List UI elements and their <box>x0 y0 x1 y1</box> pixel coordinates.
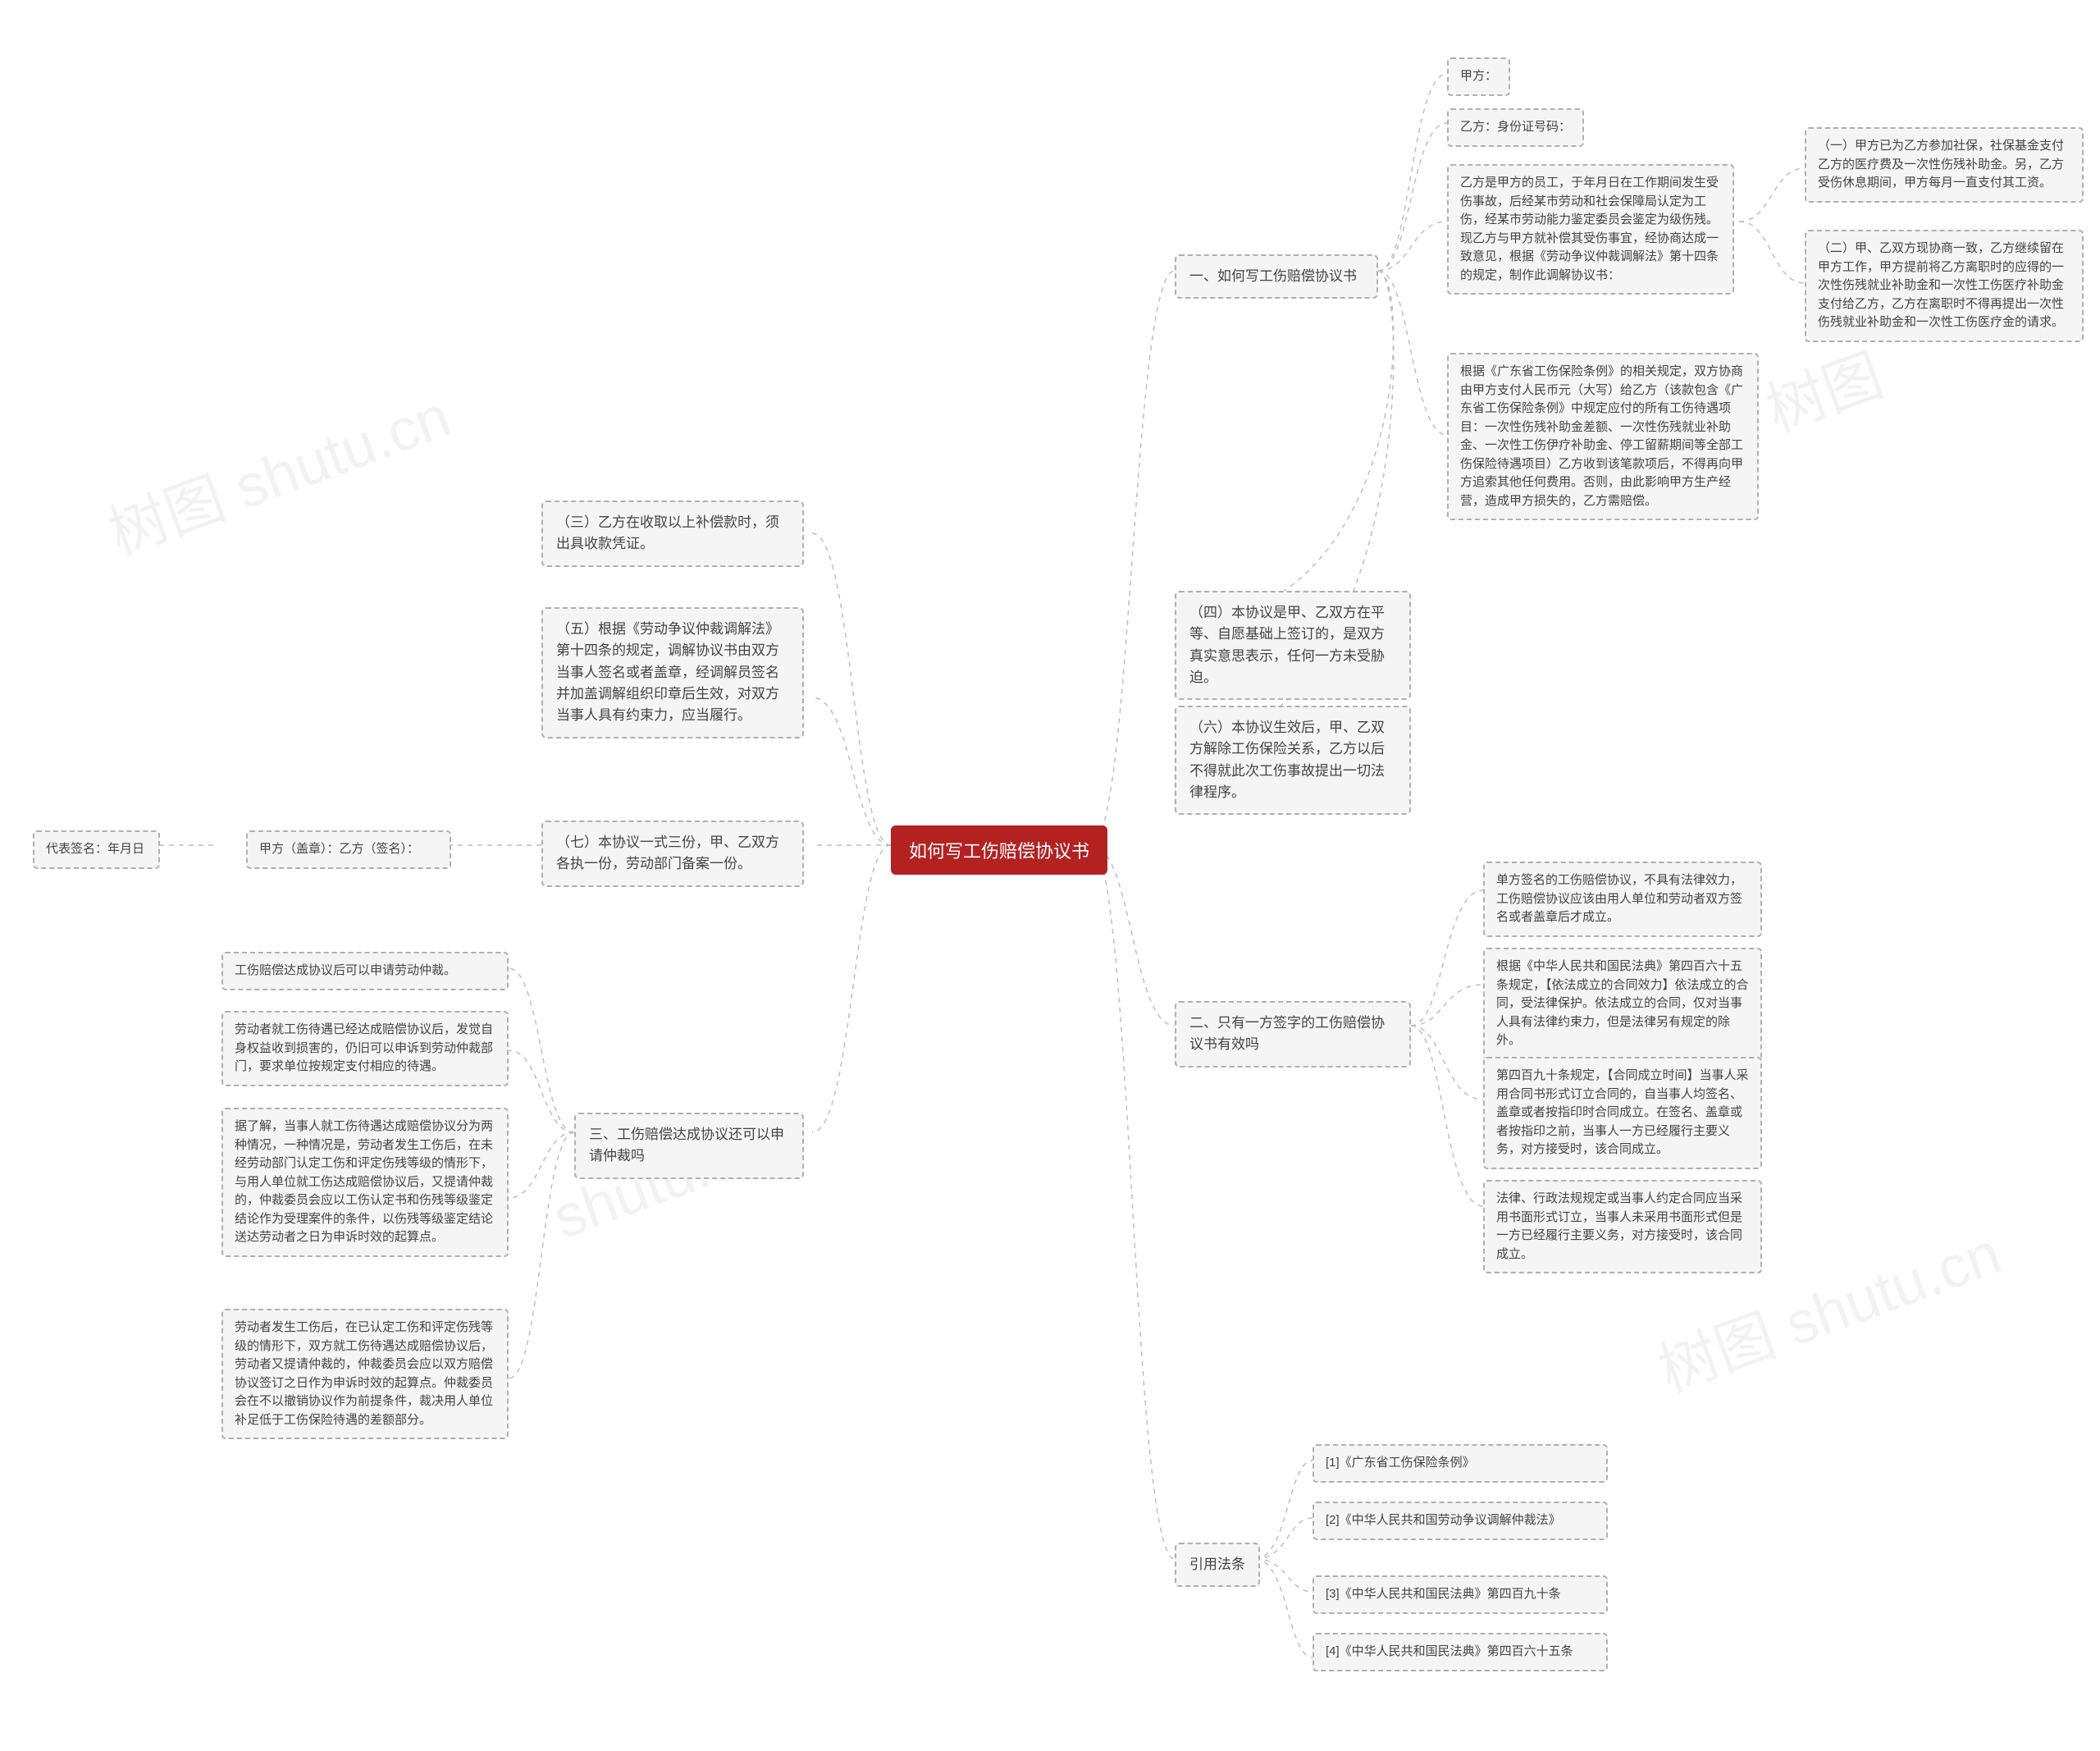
cite-r1: [1]《广东省工伤保险条例》 <box>1312 1444 1608 1483</box>
section-1-title: 一、如何写工伤赔偿协议书 <box>1175 254 1378 299</box>
section-2-title: 二、只有一方签字的工伤赔偿协议书有效吗 <box>1175 1001 1411 1068</box>
center-node: 如何写工伤赔偿协议书 <box>891 825 1107 875</box>
node-s3-b1: 工伤赔偿达成协议后可以申请劳动仲裁。 <box>221 952 509 990</box>
node-c7a: 甲方（盖章）：乙方（签名）： <box>246 830 451 869</box>
cite-title: 引用法条 <box>1175 1543 1260 1587</box>
node-s3-b2: 劳动者就工伤待遇已经达成赔偿协议后，发觉自身权益收到损害的，仍旧可以申诉到劳动仲… <box>221 1011 509 1086</box>
node-c7: （七）本协议一式三份，甲、乙双方各执一份，劳动部门备案一份。 <box>541 821 804 887</box>
node-s3-b3: 据了解，当事人就工伤待遇达成赔偿协议分为两种情况，一种情况是，劳动者发生工伤后，… <box>221 1108 509 1257</box>
watermark: 树图 <box>1752 327 1892 449</box>
watermark: 树图 shutu.cn <box>94 368 460 572</box>
node-s2-b2: 根据《中华人民共和国民法典》第四百六十五条规定，【依法成立的合同效力】依法成立的… <box>1483 948 1762 1060</box>
cite-r2: [2]《中华人民共和国劳动争议调解仲裁法》 <box>1312 1502 1608 1540</box>
node-c1: （一）甲方已为乙方参加社保，社保基金支付乙方的医疗费及一次性伤残补助金。另，乙方… <box>1805 127 2084 203</box>
node-c6: （六）本协议生效后，甲、乙双方解除工伤保险关系，乙方以后不得就此次工伤事故提出一… <box>1175 706 1411 815</box>
connectors <box>0 0 2100 1751</box>
cite-r4: [4]《中华人民共和国民法典》第四百六十五条 <box>1312 1633 1608 1671</box>
section-3-title: 三、工伤赔偿达成协议还可以申请仲裁吗 <box>574 1113 804 1179</box>
cite-r3: [3]《中华人民共和国民法典》第四百九十条 <box>1312 1575 1608 1614</box>
node-c4: （四）本协议是甲、乙双方在平等、自愿基础上签订的，是双方真实意思表示，任何一方未… <box>1175 591 1411 700</box>
node-s2-b3: 第四百九十条规定，【合同成立时间】当事人采用合同书形式订立合同的，自当事人均签名… <box>1483 1057 1762 1169</box>
node-c3: （三）乙方在收取以上补偿款时，须出具收款凭证。 <box>541 501 804 567</box>
node-s3-b4: 劳动者发生工伤后，在已认定工伤和评定伤残等级的情形下，双方就工伤待遇达成赔偿协议… <box>221 1309 509 1439</box>
node-gd: 根据《广东省工伤保险条例》的相关规定，双方协商由甲方支付人民币元（大写）给乙方（… <box>1447 353 1759 520</box>
node-s2-b1: 单方签名的工伤赔偿协议，不具有法律效力，工伤赔偿协议应该由用人单位和劳动者双方签… <box>1483 862 1762 937</box>
node-s2-b4: 法律、行政法规规定或当事人约定合同应当采用书面形式订立，当事人未采用书面形式但是… <box>1483 1180 1762 1273</box>
node-c2: （二）甲、乙双方现协商一致，乙方继续留在甲方工作，甲方提前将乙方离职时的应得的一… <box>1805 230 2084 342</box>
node-jia: 甲方： <box>1447 57 1510 96</box>
node-yi: 乙方：身份证号码： <box>1447 108 1584 147</box>
node-yibody: 乙方是甲方的员工，于年月日在工作期间发生受伤事故，后经某市劳动和社会保障局认定为… <box>1447 164 1734 295</box>
node-c5: （五）根据《劳动争议仲裁调解法》第十四条的规定，调解协议书由双方当事人签名或者盖… <box>541 607 804 738</box>
node-c7b: 代表签名：年月日 <box>33 830 160 869</box>
